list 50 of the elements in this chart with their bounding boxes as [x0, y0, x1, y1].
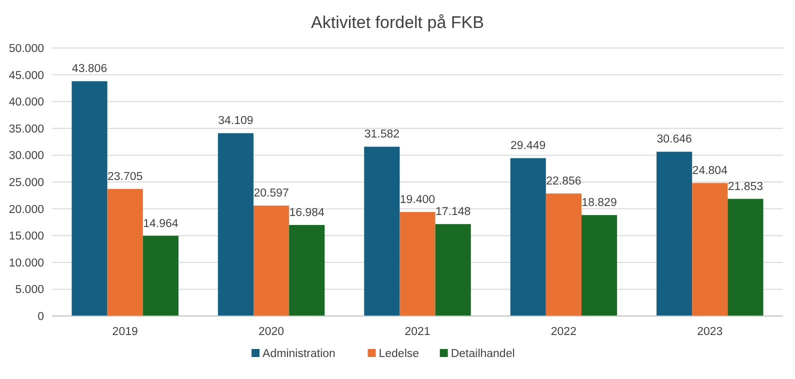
bar [728, 198, 764, 316]
data-label: 24.804 [692, 165, 728, 178]
y-tick-label: 10.000 [8, 257, 44, 270]
bar [289, 224, 325, 316]
y-tick-label: 15.000 [8, 230, 44, 243]
data-label: 34.109 [218, 115, 254, 128]
data-label: 16.984 [289, 206, 326, 219]
data-label: 30.646 [656, 134, 692, 146]
y-tick-label: 40.000 [8, 96, 44, 109]
data-label: 17.148 [435, 206, 471, 218]
y-tick-label: 20.000 [8, 204, 44, 216]
data-label: 22.856 [546, 175, 582, 188]
y-tick-label: 25.000 [8, 177, 44, 189]
data-label: 31.582 [364, 128, 400, 141]
y-tick-label: 50.000 [8, 43, 44, 55]
data-label: 43.806 [72, 63, 108, 76]
y-tick-label: 30.000 [8, 150, 44, 162]
data-label: 21.853 [728, 180, 764, 193]
bar [107, 188, 143, 316]
chart-title: Aktivitet fordelt på FKB [311, 13, 484, 32]
bar [510, 158, 546, 316]
legend-label: Administration [262, 348, 336, 360]
legend-label: Ledelse [378, 348, 420, 360]
data-label: 29.449 [510, 140, 546, 152]
data-label: 19.400 [400, 194, 436, 206]
data-label: 23.705 [108, 170, 143, 183]
bar [218, 133, 254, 316]
data-label: 18.829 [582, 197, 617, 210]
data-label: 14.964 [143, 218, 179, 230]
bar [435, 224, 471, 316]
bar [142, 236, 178, 316]
y-tick-label: 0 [38, 311, 44, 323]
x-tick-label: 2020 [258, 326, 284, 338]
bar [254, 206, 290, 316]
bar [581, 215, 618, 316]
x-tick-label: 2019 [112, 326, 138, 338]
x-tick-label: 2023 [697, 326, 723, 338]
bar [546, 193, 582, 316]
y-tick-label: 35.000 [8, 123, 44, 136]
bar [656, 152, 692, 316]
bar [72, 81, 108, 316]
x-tick-label: 2021 [404, 326, 430, 338]
bar [400, 212, 436, 316]
y-tick-label: 45.000 [8, 70, 44, 82]
bar [364, 146, 400, 316]
data-label: 20.597 [254, 188, 289, 200]
legend-label: Detailhandel [450, 348, 515, 360]
bar [692, 183, 728, 316]
x-tick-label: 2022 [550, 326, 576, 338]
y-tick-label: 5.000 [15, 284, 44, 296]
